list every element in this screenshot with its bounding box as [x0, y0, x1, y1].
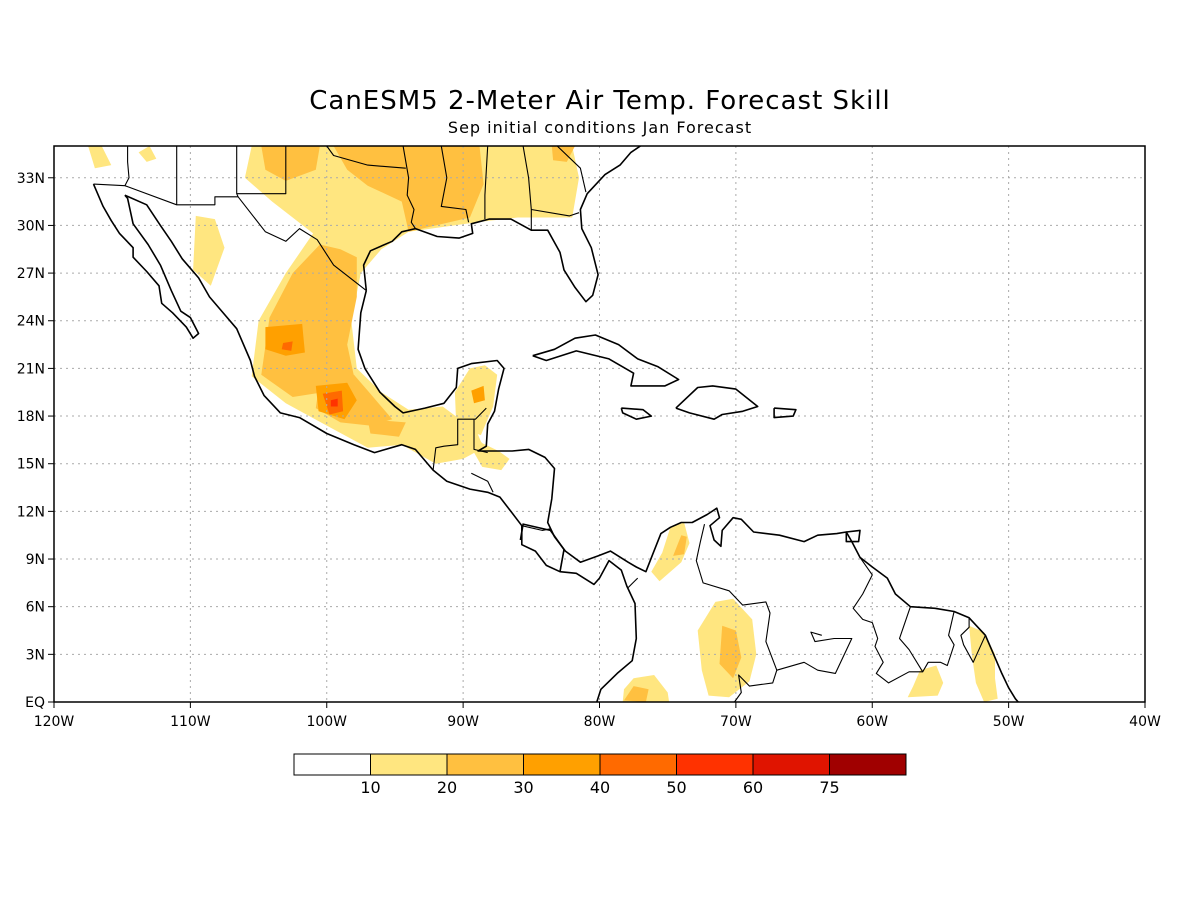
political-border	[960, 617, 986, 663]
skill-region-17	[673, 535, 687, 556]
lat-tick-label: 3N	[26, 647, 45, 663]
skill-region-10	[969, 625, 998, 702]
longitude-axis: 120W 110W 100W 90W 80W 70W 60W 50W 40W	[34, 702, 1161, 730]
political-border	[487, 146, 532, 231]
coastline	[357, 290, 1019, 702]
map-subtitle: Sep initial conditions Jan Forecast	[447, 118, 753, 137]
lat-tick-label: 15N	[17, 457, 45, 473]
colorbar-label: 20	[437, 778, 457, 797]
skill-shading-layer	[88, 146, 998, 702]
colorbar-label: 30	[513, 778, 533, 797]
lon-tick-label: 60W	[856, 714, 888, 730]
colorbar-swatch-4	[599, 753, 677, 776]
political-border	[627, 577, 639, 588]
lat-tick-label: EQ	[25, 695, 45, 711]
political-border	[93, 183, 367, 292]
colorbar-swatch-3	[523, 753, 601, 776]
colorbar-label: 50	[666, 778, 686, 797]
lat-tick-label: 12N	[17, 504, 45, 520]
political-border	[559, 549, 565, 572]
coastline	[92, 183, 200, 340]
lat-tick-label: 6N	[26, 600, 45, 616]
lon-tick-label: 80W	[584, 714, 616, 730]
coastline	[124, 194, 638, 702]
skill-region-22	[471, 385, 485, 404]
lat-tick-label: 27N	[17, 266, 45, 282]
coastline	[845, 529, 861, 543]
political-border	[124, 146, 130, 186]
colorbar-label: 10	[360, 778, 380, 797]
political-border	[484, 146, 489, 220]
political-border	[236, 146, 287, 195]
skill-region-6	[651, 522, 690, 582]
skill-region-1	[469, 428, 510, 471]
lat-tick-label: 24N	[17, 314, 45, 330]
skill-region-24	[281, 341, 293, 351]
political-border	[898, 606, 924, 673]
political-border	[521, 525, 551, 531]
political-border	[473, 419, 488, 454]
political-border	[695, 523, 778, 702]
lat-tick-label: 21N	[17, 361, 45, 377]
political-border	[523, 146, 587, 193]
lon-tick-label: 100W	[306, 714, 347, 730]
skill-region-9	[907, 665, 944, 698]
lon-tick-label: 110W	[170, 714, 211, 730]
political-border	[326, 146, 406, 169]
skill-region-11	[261, 146, 320, 181]
lat-tick-label: 33N	[17, 171, 45, 187]
coastline	[675, 385, 759, 421]
lat-tick-label: 30N	[17, 218, 45, 234]
colorbar: 10 20 30 40 50 60 75	[293, 753, 907, 797]
political-border	[432, 407, 487, 471]
colorbar-swatch-1	[370, 753, 448, 776]
political-border	[852, 557, 955, 684]
lon-tick-label: 120W	[34, 714, 75, 730]
skill-region-3	[193, 215, 225, 286]
latitude-axis: EQ 3N 6N 9N 12N 15N 18N 21N 24N 27N 30N 33N	[17, 171, 54, 711]
colorbar-label: 60	[743, 778, 763, 797]
skill-region-12	[333, 146, 484, 232]
skill-region-15	[367, 419, 406, 437]
borders-layer	[93, 146, 986, 702]
political-border	[531, 208, 580, 217]
colorbar-swatch-6	[752, 753, 830, 776]
lon-tick-label: 90W	[447, 714, 479, 730]
lon-tick-label: 40W	[1129, 714, 1161, 730]
colorbar-swatch-7	[829, 753, 907, 776]
political-border	[776, 631, 853, 674]
lat-tick-label: 9N	[26, 552, 45, 568]
lat-tick-label: 18N	[17, 409, 45, 425]
coastlines-layer	[92, 146, 1019, 702]
political-border	[440, 146, 470, 223]
colorbar-label: 40	[590, 778, 610, 797]
coastline	[620, 407, 653, 421]
skill-region-25	[330, 398, 338, 407]
skill-region-13	[261, 244, 357, 397]
colorbar-swatch-5	[676, 753, 754, 776]
lon-tick-label: 50W	[993, 714, 1025, 730]
colorbar-swatch-0	[293, 753, 371, 776]
coastline	[362, 146, 641, 303]
graticule-grid	[54, 146, 1145, 702]
coastline	[532, 334, 680, 387]
skill-region-16	[551, 146, 575, 162]
map-title: CanESM5 2-Meter Air Temp. Forecast Skill	[309, 86, 891, 116]
political-border	[471, 472, 494, 493]
political-border	[236, 146, 239, 198]
lon-tick-label: 70W	[720, 714, 752, 730]
colorbar-swatch-2	[446, 753, 524, 776]
political-border	[402, 146, 416, 229]
skill-region-5	[138, 146, 157, 162]
colorbar-label: 75	[819, 778, 839, 797]
skill-region-19	[624, 686, 649, 702]
coastline	[773, 407, 797, 419]
skill-region-20	[265, 323, 305, 356]
skill-region-4	[88, 146, 112, 169]
